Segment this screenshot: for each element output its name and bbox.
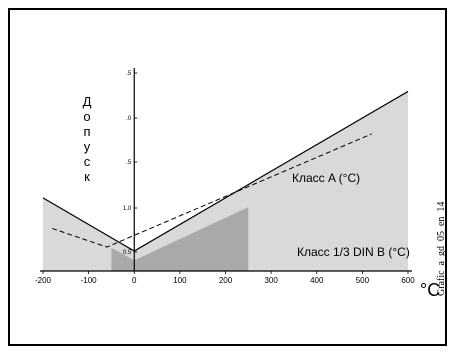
tolerance-chart: -200 -100 0 100 200 300 400 500 600 .5 .0 .5 1.0 0.5… xyxy=(35,68,447,300)
chart-frame: -200 -100 0 100 200 300 400 500 600 .5 .0 .5 1.0 0.5… xyxy=(8,8,447,346)
y-tick-label: .5 xyxy=(126,71,132,77)
x-tick-label: 600 xyxy=(401,276,415,285)
side-note: Grafic_a_gd_05_en_14 xyxy=(436,202,447,296)
x-tick-label: -100 xyxy=(81,276,98,285)
x-tick-label: 0 xyxy=(132,276,137,285)
x-tick-label: 100 xyxy=(173,276,187,285)
x-tick-label: -200 xyxy=(35,276,52,285)
series-label-class-b: Класс 1/3 DIN B (°C) xyxy=(297,245,410,259)
x-tick-label: 300 xyxy=(264,276,278,285)
x-tick-label: 500 xyxy=(356,276,370,285)
x-tick-label: 200 xyxy=(219,276,233,285)
y-tick-label: 1.0 xyxy=(123,206,132,212)
y-tick-label: .5 xyxy=(126,160,132,166)
shaded-tolerance-area xyxy=(43,91,408,271)
series-label-class-a: Класс A (°C) xyxy=(292,171,360,185)
class-din-b-line xyxy=(51,133,372,248)
y-tick-label: .0 xyxy=(126,116,132,122)
x-tick-label: 400 xyxy=(310,276,324,285)
x-axis-unit: °C xyxy=(420,280,440,300)
y-tick-label: 0.5 xyxy=(123,250,132,256)
dark-tolerance-area xyxy=(111,207,249,271)
